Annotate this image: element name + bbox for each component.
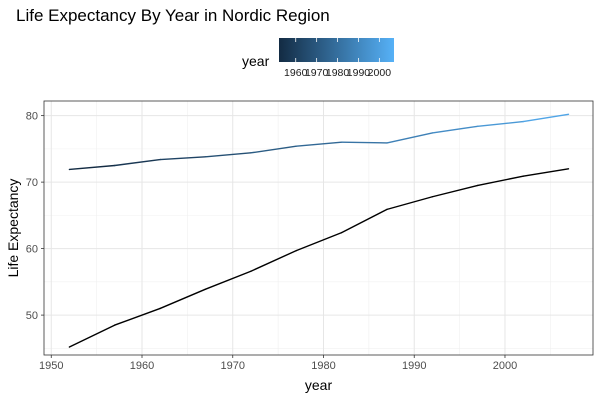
series-1-segment [250,249,297,272]
series-1-segment [114,307,161,326]
y-tick-label: 60 [26,244,38,256]
y-tick-label: 50 [26,310,38,322]
x-tick-label: 2000 [493,360,517,372]
legend-tick-label: 1970 [305,67,329,79]
series-1-segment [295,231,343,252]
series-1-segment [159,288,207,310]
series-0-segment [477,120,524,127]
y-axis: 50 60 70 80 [26,111,44,322]
series-0-segment [386,132,434,144]
series-0-segment [159,156,207,161]
y-tick-label: 70 [26,177,38,189]
plot-border [43,100,594,356]
x-tick-label: 1980 [311,360,335,372]
series-0-segment [340,141,388,144]
series-group [68,113,570,348]
series-0-segment [295,141,343,147]
plot-panel [44,101,593,355]
series-0-segment [250,145,297,154]
series-1-segment [431,184,479,198]
chart-title: Life Expectancy By Year in Nordic Region [16,6,330,25]
x-tick-label: 1990 [402,360,426,372]
legend-title: year [242,53,270,69]
legend-tick-label: 1980 [326,67,350,79]
series-0-segment [522,113,570,123]
x-axis: 1950 1960 1970 1980 1990 2000 [39,355,517,372]
grid [44,101,593,355]
series-0-segment [68,164,116,171]
legend-tick-label: 1990 [347,67,371,79]
x-axis-title: year [305,377,333,393]
legend-tick-label: 1960 [284,67,308,79]
series-1-segment [340,208,388,234]
series-0-segment [431,125,479,134]
series-1-segment [204,270,252,290]
legend-tick-label: 2000 [368,67,392,79]
y-axis-title: Life Expectancy [5,179,21,278]
series-0-segment [114,158,161,167]
y-tick-label: 80 [26,111,38,123]
series-1-segment [68,324,116,348]
series-1-segment [386,196,434,211]
series-0 [68,113,570,171]
legend-colorbar [279,38,394,62]
series-1 [68,168,570,348]
x-tick-label: 1960 [130,360,154,372]
series-1-segment [522,168,570,177]
x-tick-label: 1950 [39,360,63,372]
series-0-segment [204,152,252,158]
series-1-segment [477,175,524,187]
x-tick-label: 1970 [221,360,245,372]
